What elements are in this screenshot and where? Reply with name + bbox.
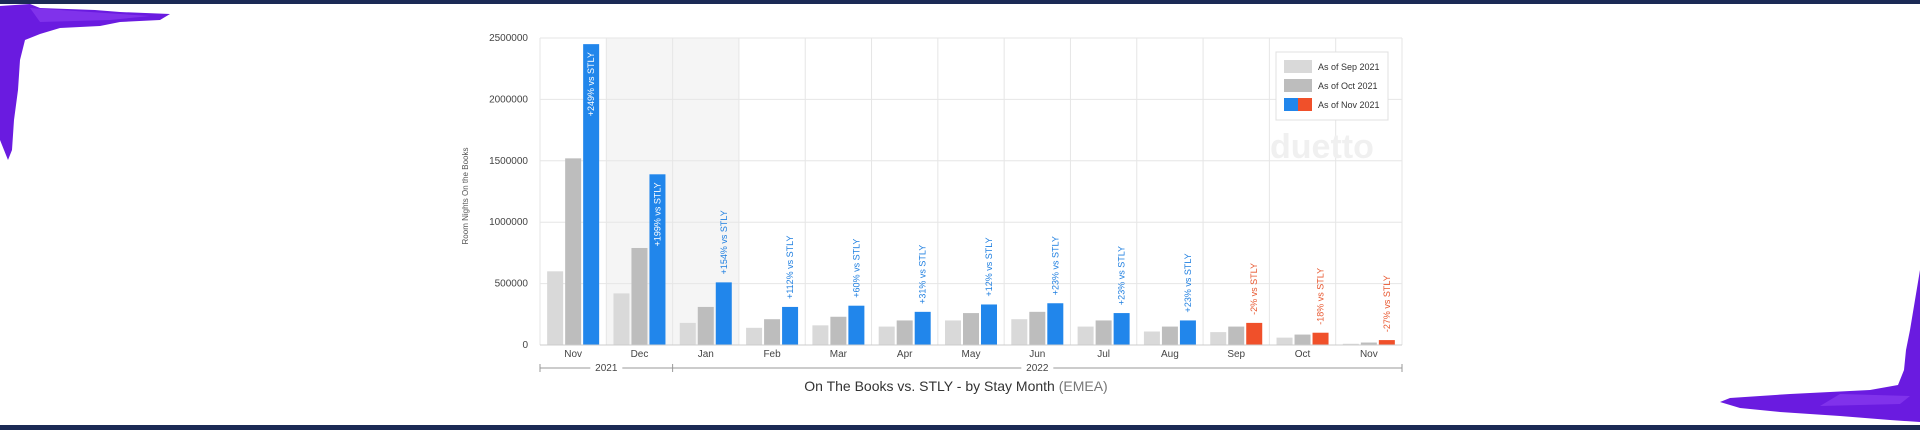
x-tick-label: Jul: [1097, 349, 1110, 360]
x-tick-label: Dec: [631, 349, 649, 360]
year-label-bg: [1021, 361, 1054, 373]
legend-swatch: [1284, 98, 1298, 111]
bar-as-of-nov-2021: [583, 44, 600, 345]
y-tick-label: 0: [522, 340, 528, 351]
bar-as-of-oct-2021: [896, 320, 913, 345]
year-label: 2022: [1026, 363, 1049, 374]
bar-as-of-nov-2021: [1179, 320, 1196, 345]
bar-as-of-sep-2021: [1210, 332, 1227, 345]
data-label: +12% vs STLY: [984, 237, 994, 296]
data-label: +60% vs STLY: [851, 239, 861, 298]
y-tick-label: 500000: [495, 279, 529, 290]
bar-as-of-oct-2021: [1095, 320, 1112, 345]
legend-label: As of Oct 2021: [1318, 81, 1378, 91]
legend-swatch: [1298, 98, 1312, 111]
data-labels: +249% vs STLY +199% vs STLY +154% vs STLY +…: [586, 52, 1392, 332]
y-tick-label: 2500000: [489, 33, 528, 44]
bar-as-of-nov-2021: [1378, 340, 1395, 345]
data-label: +31% vs STLY: [918, 245, 928, 304]
bar-as-of-sep-2021: [679, 322, 696, 345]
chart-title-main: On The Books vs. STLY - by Stay Month: [804, 378, 1055, 394]
x-tick-label: Sep: [1227, 349, 1245, 360]
data-label: +154% vs STLY: [719, 210, 729, 274]
data-label: -27% vs STLY: [1382, 275, 1392, 332]
x-tick-label: Mar: [830, 349, 848, 360]
x-tick-label: Jan: [698, 349, 714, 360]
bar-as-of-nov-2021: [715, 282, 732, 345]
x-axis: Nov Dec Jan Feb Mar Apr May Jun Jul Aug Sep Oct Nov 2…: [539, 344, 1403, 374]
chart-title-region: (EMEA): [1059, 378, 1108, 394]
bar-as-of-oct-2021: [631, 247, 648, 345]
gridlines: [539, 37, 1403, 346]
bar-as-of-oct-2021: [1360, 342, 1377, 345]
brush-stroke-top-left: [0, 4, 170, 160]
x-tick-label: May: [962, 349, 981, 360]
legend-label: As of Nov 2021: [1318, 100, 1380, 110]
data-label: +23% vs STLY: [1183, 253, 1193, 312]
legend: As of Sep 2021 As of Oct 2021 As of Nov 20…: [1275, 51, 1389, 121]
brush-stroke-bottom-right: [1720, 270, 1920, 422]
bar-as-of-sep-2021: [1143, 331, 1160, 345]
bar-as-of-oct-2021: [1029, 311, 1046, 345]
year-label: 2021: [595, 363, 618, 374]
legend-label: As of Sep 2021: [1318, 62, 1380, 72]
x-tick-label: Oct: [1295, 349, 1311, 360]
bar-as-of-oct-2021: [1294, 334, 1311, 345]
data-label: +23% vs STLY: [1117, 246, 1127, 305]
bar-as-of-nov-2021: [1312, 332, 1329, 345]
bar-as-of-sep-2021: [1077, 326, 1094, 345]
x-tick-label: Apr: [897, 349, 913, 360]
y-axis-title: Room Nights On the Books: [461, 148, 470, 245]
bar-as-of-sep-2021: [1342, 343, 1359, 345]
y-tick-label: 2000000: [489, 94, 528, 105]
bar-as-of-sep-2021: [878, 326, 895, 345]
legend-swatch: [1284, 60, 1312, 73]
data-label: +199% vs STLY: [652, 182, 662, 246]
bar-as-of-nov-2021: [1246, 322, 1263, 345]
watermark: duetto: [1270, 128, 1374, 166]
bar-as-of-nov-2021: [649, 174, 666, 345]
plot-background: [540, 38, 1402, 345]
bar-as-of-nov-2021: [782, 306, 799, 345]
bar-as-of-sep-2021: [812, 325, 829, 345]
x-tick-label: Nov: [564, 349, 582, 360]
bar-as-of-oct-2021: [963, 313, 979, 345]
x-tick-label: Feb: [763, 349, 781, 360]
bar-as-of-nov-2021: [848, 305, 865, 345]
y-tick-label: 1000000: [489, 217, 528, 228]
bar-as-of-oct-2021: [1228, 326, 1245, 345]
bars: [547, 44, 1395, 345]
data-label: +249% vs STLY: [586, 52, 596, 116]
bar-as-of-oct-2021: [565, 158, 582, 345]
data-label: -2% vs STLY: [1249, 263, 1259, 315]
data-label: +112% vs STLY: [785, 235, 795, 298]
bar-as-of-oct-2021: [697, 306, 714, 345]
y-axis: 0 500000 1000000 1500000 2000000 2500000: [489, 33, 528, 351]
bar-as-of-oct-2021: [764, 319, 781, 345]
bar-as-of-nov-2021: [1113, 313, 1130, 345]
year-label-bg: [590, 361, 623, 373]
x-tick-label: Aug: [1161, 349, 1179, 360]
data-label: +23% vs STLY: [1050, 236, 1060, 295]
bar-as-of-sep-2021: [1011, 319, 1028, 345]
bar-as-of-sep-2021: [945, 320, 961, 345]
bottom-border: [0, 425, 1920, 430]
x-tick-label: Nov: [1360, 349, 1378, 360]
x-tick-label: Jun: [1029, 349, 1045, 360]
chart-title: On The Books vs. STLY - by Stay Month (E…: [804, 378, 1107, 394]
y-tick-label: 1500000: [489, 156, 528, 167]
bar-as-of-oct-2021: [830, 316, 847, 345]
data-label: -18% vs STLY: [1316, 268, 1326, 325]
legend-swatch: [1284, 79, 1312, 92]
bar-as-of-sep-2021: [746, 327, 763, 345]
bar-as-of-sep-2021: [1276, 337, 1293, 345]
bar-as-of-nov-2021: [1047, 303, 1064, 345]
bar-as-of-nov-2021: [981, 304, 997, 345]
bar-as-of-sep-2021: [547, 271, 564, 345]
bar-as-of-nov-2021: [914, 311, 931, 345]
bar-as-of-oct-2021: [1161, 326, 1178, 345]
bar-as-of-sep-2021: [613, 293, 630, 345]
top-border: [0, 0, 1920, 4]
